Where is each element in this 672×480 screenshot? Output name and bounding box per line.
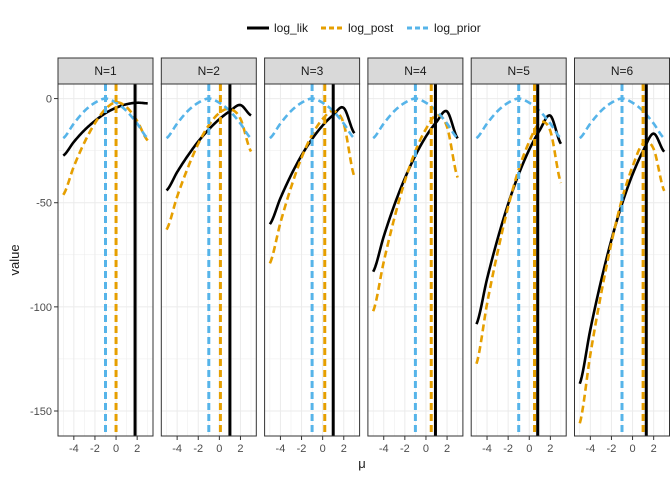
y-axis: 0 -50 -100 -150 xyxy=(30,94,58,418)
y-tick-label: -100 xyxy=(30,302,52,314)
x-tick-label: 2 xyxy=(547,443,553,455)
facet-panel-3: N=3 -4 -2 0 2 xyxy=(264,57,361,455)
legend-label: log_prior xyxy=(434,21,481,35)
facet-panel-2: N=2 -4 -2 0 2 xyxy=(160,57,257,455)
y-tick-label: -150 xyxy=(30,406,52,418)
facet-strip xyxy=(367,57,464,85)
panel-border xyxy=(470,83,567,437)
facet-strip-label: N=5 xyxy=(508,64,531,78)
x-tick-label: -4 xyxy=(585,443,595,455)
x-tick-label: 0 xyxy=(423,443,429,455)
x-tick-label: 2 xyxy=(341,443,347,455)
series-line-log-post xyxy=(165,107,253,231)
facet-strip-label: N=2 xyxy=(198,64,221,78)
grid xyxy=(471,84,567,436)
y-tick-label: 0 xyxy=(46,94,52,106)
legend-item-log-post: log_post xyxy=(321,21,394,35)
x-tick-label: -2 xyxy=(400,443,410,455)
series-line-log-lik xyxy=(268,105,356,225)
facet-panel-4: N=4 -4 -2 0 2 xyxy=(367,57,464,455)
x-tick-label: 0 xyxy=(629,443,635,455)
facet-panel-1: N=1 -4 -2 0 2 xyxy=(57,57,154,455)
legend: log_lik log_post log_prior xyxy=(247,21,481,35)
x-tick-label: -2 xyxy=(607,443,617,455)
x-axis-title: μ xyxy=(358,456,366,471)
x-tick-label: -4 xyxy=(482,443,492,455)
panel-border xyxy=(574,83,670,437)
legend-label: log_post xyxy=(348,21,394,35)
legend-item-log-prior: log_prior xyxy=(407,21,481,35)
panel-border xyxy=(57,83,154,437)
legend-label: log_lik xyxy=(274,21,309,35)
x-tick-label: 2 xyxy=(237,443,243,455)
grid xyxy=(574,84,670,436)
x-tick-label: -4 xyxy=(379,443,389,455)
x-tick-label: -2 xyxy=(297,443,307,455)
x-tick-label: 2 xyxy=(651,443,657,455)
series-line-log-post xyxy=(62,100,149,196)
x-tick-label: 0 xyxy=(113,443,119,455)
x-tick-label: -2 xyxy=(193,443,203,455)
x-tick-label: 0 xyxy=(320,443,326,455)
x-tick-label: 2 xyxy=(134,443,140,455)
legend-item-log-lik: log_lik xyxy=(247,21,309,35)
facet-strip xyxy=(57,57,154,85)
x-tick-label: -4 xyxy=(172,443,182,455)
panel-border xyxy=(367,83,464,437)
facet-strip-label: N=4 xyxy=(404,64,427,78)
x-tick-label: 2 xyxy=(444,443,450,455)
x-tick-label: 0 xyxy=(216,443,222,455)
x-tick-label: -4 xyxy=(69,443,79,455)
facet-strip xyxy=(160,57,257,85)
y-axis-title: value xyxy=(7,244,22,275)
facet-panel-6: N=6 -4 -2 0 2 xyxy=(574,57,670,455)
facet-strip-label: N=1 xyxy=(94,64,117,78)
x-tick-label: -2 xyxy=(90,443,100,455)
panel-border xyxy=(264,83,361,437)
y-tick-label: -50 xyxy=(36,198,52,210)
series-line-log-post xyxy=(475,120,563,365)
facet-panels: N=1 -4 -2 0 2 N=2 -4 -2 0 2 N=3 -4 -2 0 2 N=4 -4 -2 0 2 N=5 -… xyxy=(57,57,670,455)
facet-panel-5: N=5 -4 -2 0 2 xyxy=(470,57,567,455)
facet-strip xyxy=(264,57,361,85)
x-tick-label: -2 xyxy=(503,443,513,455)
x-tick-label: -4 xyxy=(276,443,286,455)
series-line-log-post xyxy=(578,140,666,424)
facet-strip-label: N=6 xyxy=(611,64,634,78)
x-tick-label: 0 xyxy=(526,443,532,455)
facet-strip-label: N=3 xyxy=(301,64,324,78)
panel-border xyxy=(160,83,257,437)
